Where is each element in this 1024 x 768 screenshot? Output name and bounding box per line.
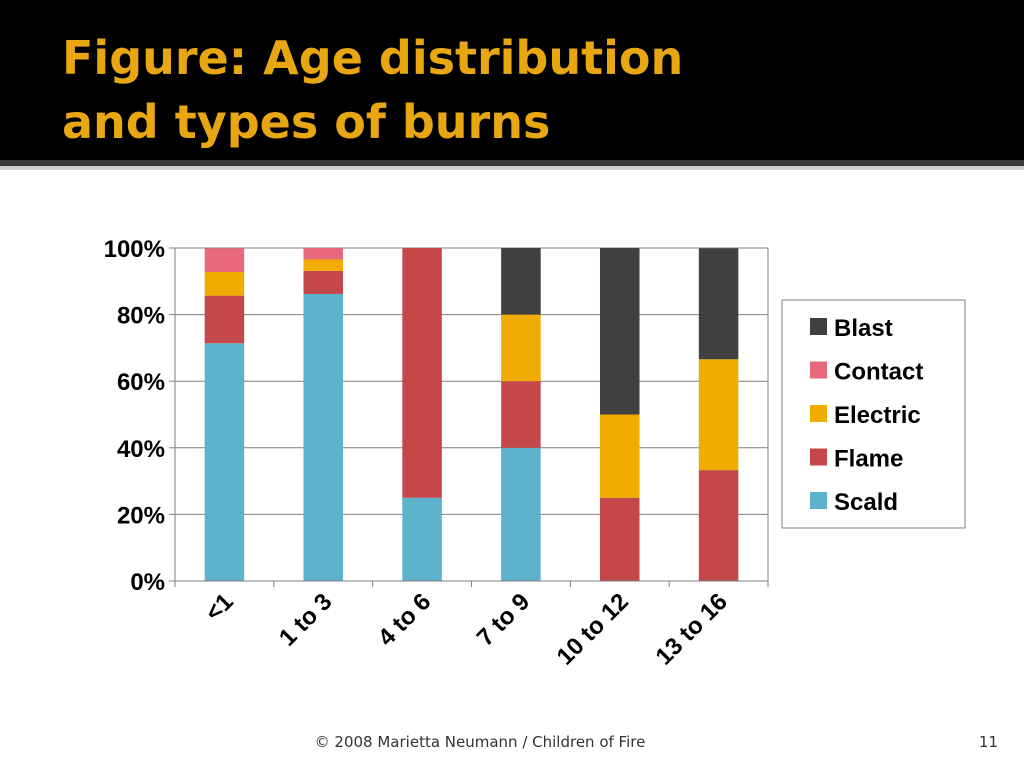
legend-label-scald: Scald <box>834 489 898 516</box>
bar-segment-flame <box>204 295 245 344</box>
legend-label-flame: Flame <box>834 446 903 473</box>
bar-segment-electric <box>501 314 541 382</box>
bar-segment-blast <box>599 248 640 415</box>
legend-swatch-contact <box>810 361 827 379</box>
legend-label-blast: Blast <box>834 315 893 342</box>
title-divider-shadow <box>0 166 1024 170</box>
y-tick-label: 0% <box>130 569 165 596</box>
y-tick-label: 20% <box>117 502 165 529</box>
bar-segment-electric <box>599 414 640 498</box>
bar-segment-contact <box>303 248 344 260</box>
title-bar: Figure: Age distribution and types of bu… <box>0 0 1024 160</box>
bar-segment-blast <box>698 248 739 360</box>
legend-swatch-scald <box>810 492 827 509</box>
bar-segment-blast <box>501 248 541 315</box>
title-divider <box>0 160 1024 166</box>
x-tick-label: 10 to 12 <box>552 588 634 670</box>
y-tick-label: 40% <box>117 436 165 463</box>
x-tick-label: 7 to 9 <box>472 588 535 651</box>
bar-segment-contact <box>204 248 245 272</box>
bar-segment-flame <box>698 470 739 581</box>
x-tick-label: 13 to 16 <box>651 588 733 670</box>
bar-segment-electric <box>303 259 344 271</box>
bar-segment-scald <box>204 343 245 581</box>
bar-segment-scald <box>402 497 442 581</box>
bar-segment-flame <box>402 248 442 498</box>
x-tick-label: <1 <box>200 588 238 626</box>
bar-segment-electric <box>204 271 245 296</box>
page-number: 11 <box>978 733 998 751</box>
bar-segment-flame <box>599 497 640 581</box>
x-tick-label: 1 to 3 <box>274 588 337 651</box>
legend-label-contact: Contact <box>834 359 923 386</box>
legend-label-electric: Electric <box>834 402 921 429</box>
bar-segment-flame <box>303 270 344 294</box>
bar-segment-flame <box>501 381 541 448</box>
y-tick-label: 60% <box>117 369 165 396</box>
bar-segment-scald <box>303 293 344 581</box>
slide-title-line-2: and types of burns <box>62 95 551 149</box>
footer-copyright: © 2008 Marietta Neumann / Children of Fi… <box>314 733 646 751</box>
legend-swatch-blast <box>810 318 827 335</box>
y-tick-label: 100% <box>104 236 165 263</box>
y-tick-label: 80% <box>117 303 165 330</box>
legend-swatch-electric <box>810 405 827 422</box>
legend-swatch-flame <box>810 448 827 466</box>
x-tick-label: 4 to 6 <box>373 588 436 651</box>
bar-segment-scald <box>501 447 541 581</box>
slide-title-line-1: Figure: Age distribution <box>62 31 684 85</box>
bar-segment-electric <box>698 359 739 471</box>
